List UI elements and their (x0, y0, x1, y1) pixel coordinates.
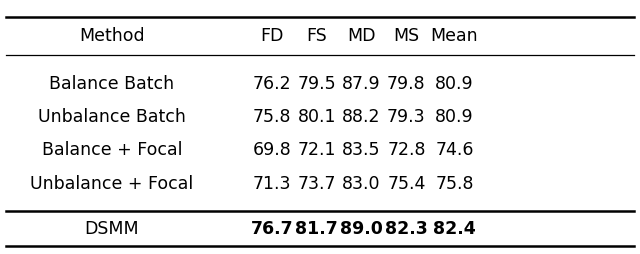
Text: 75.8: 75.8 (253, 108, 291, 126)
Text: Balance Batch: Balance Batch (49, 75, 175, 93)
Text: 71.3: 71.3 (253, 174, 291, 192)
Text: Method: Method (79, 27, 145, 44)
Text: 75.8: 75.8 (435, 174, 474, 192)
Text: Mean: Mean (431, 27, 478, 44)
Text: 83.5: 83.5 (342, 141, 381, 159)
Text: Unbalance + Focal: Unbalance + Focal (30, 174, 194, 192)
Text: DSMM: DSMM (84, 220, 140, 237)
Text: 76.2: 76.2 (253, 75, 291, 93)
Text: 76.7: 76.7 (251, 220, 293, 237)
Text: FD: FD (260, 27, 284, 44)
Text: 79.8: 79.8 (387, 75, 426, 93)
Text: 80.1: 80.1 (298, 108, 336, 126)
Text: 87.9: 87.9 (342, 75, 381, 93)
Text: Unbalance Batch: Unbalance Batch (38, 108, 186, 126)
Text: 83.0: 83.0 (342, 174, 381, 192)
Text: 72.8: 72.8 (387, 141, 426, 159)
Text: 82.3: 82.3 (385, 220, 428, 237)
Text: Balance + Focal: Balance + Focal (42, 141, 182, 159)
Text: MS: MS (394, 27, 419, 44)
Text: 75.4: 75.4 (387, 174, 426, 192)
Text: 73.7: 73.7 (298, 174, 336, 192)
Text: 81.7: 81.7 (296, 220, 338, 237)
Text: FS: FS (307, 27, 327, 44)
Text: 82.4: 82.4 (433, 220, 476, 237)
Text: 89.0: 89.0 (340, 220, 383, 237)
Text: 88.2: 88.2 (342, 108, 381, 126)
Text: 80.9: 80.9 (435, 75, 474, 93)
Text: 69.8: 69.8 (253, 141, 291, 159)
Text: 79.5: 79.5 (298, 75, 336, 93)
Text: 80.9: 80.9 (435, 108, 474, 126)
Text: 72.1: 72.1 (298, 141, 336, 159)
Text: MD: MD (348, 27, 376, 44)
Text: 79.3: 79.3 (387, 108, 426, 126)
Text: 74.6: 74.6 (435, 141, 474, 159)
